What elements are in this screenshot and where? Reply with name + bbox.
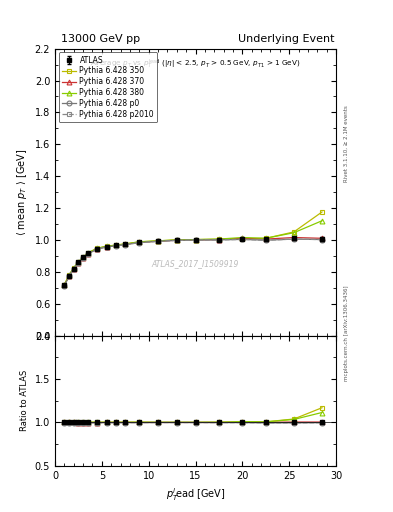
Text: Average $p_T$ vs $p_T^{\mathrm{lead}}$ ($|\eta|$ < 2.5, $p_T$ > 0.5 GeV, $p_{T1}: Average $p_T$ vs $p_T^{\mathrm{lead}}$ (…: [90, 57, 301, 71]
Text: mcplots.cern.ch [arXiv:1306.3436]: mcplots.cern.ch [arXiv:1306.3436]: [344, 285, 349, 380]
Text: 13000 GeV pp: 13000 GeV pp: [61, 33, 140, 44]
Y-axis label: Ratio to ATLAS: Ratio to ATLAS: [20, 370, 29, 431]
Legend: ATLAS, Pythia 6.428 350, Pythia 6.428 370, Pythia 6.428 380, Pythia 6.428 p0, Py: ATLAS, Pythia 6.428 350, Pythia 6.428 37…: [59, 52, 157, 122]
Text: ATLAS_2017_I1509919: ATLAS_2017_I1509919: [152, 259, 239, 268]
Text: Underlying Event: Underlying Event: [237, 33, 334, 44]
X-axis label: $p_T^l\!$ead [GeV]: $p_T^l\!$ead [GeV]: [166, 486, 225, 503]
Y-axis label: $\langle$ mean $p_T$ $\rangle$ [GeV]: $\langle$ mean $p_T$ $\rangle$ [GeV]: [15, 148, 29, 236]
Text: Rivet 3.1.10, ≥ 2.1M events: Rivet 3.1.10, ≥ 2.1M events: [344, 105, 349, 182]
